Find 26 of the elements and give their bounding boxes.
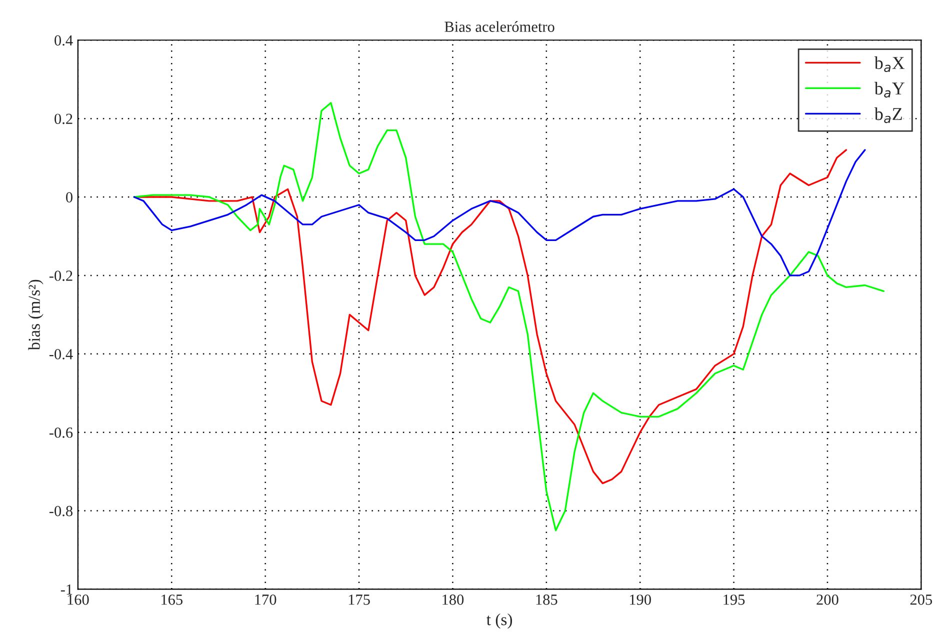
chart-title: Bias acelerómetro [444,21,554,32]
y-tick-label: 0 [66,192,72,202]
x-tick-label: 160 [68,594,89,605]
x-tick-label: 195 [724,594,745,605]
x-tick-label: 165 [162,594,182,605]
y-tick-label: -0.4 [49,349,73,360]
line-series [133,149,866,276]
line-series [133,102,885,532]
x-tick-label: 175 [348,594,370,605]
y-tick-label: -0.2 [49,270,72,281]
y-tick-label: -0.8 [49,506,72,516]
legend-label: b$_{a}$Z [874,107,902,124]
x-tick-label: 185 [536,594,558,605]
y-tick-label: 0.2 [54,114,72,124]
x-axis-title: t (s) [486,613,512,629]
x-tick-label: 205 [910,594,932,605]
y-tick-label: -0.6 [49,427,73,438]
x-tick-label: 170 [255,594,276,605]
y-tick-label: 0.4 [54,35,73,46]
legend-label: b$_{a}$Y [874,82,904,98]
y-tick-label: -1 [60,584,72,595]
x-tick-label: 190 [630,594,651,605]
legend-label: b$_{a}$X [874,56,905,72]
y-axis-title: bias (m/s²) [28,280,44,350]
x-tick-label: 200 [816,594,838,605]
x-tick-label: 180 [442,594,464,605]
